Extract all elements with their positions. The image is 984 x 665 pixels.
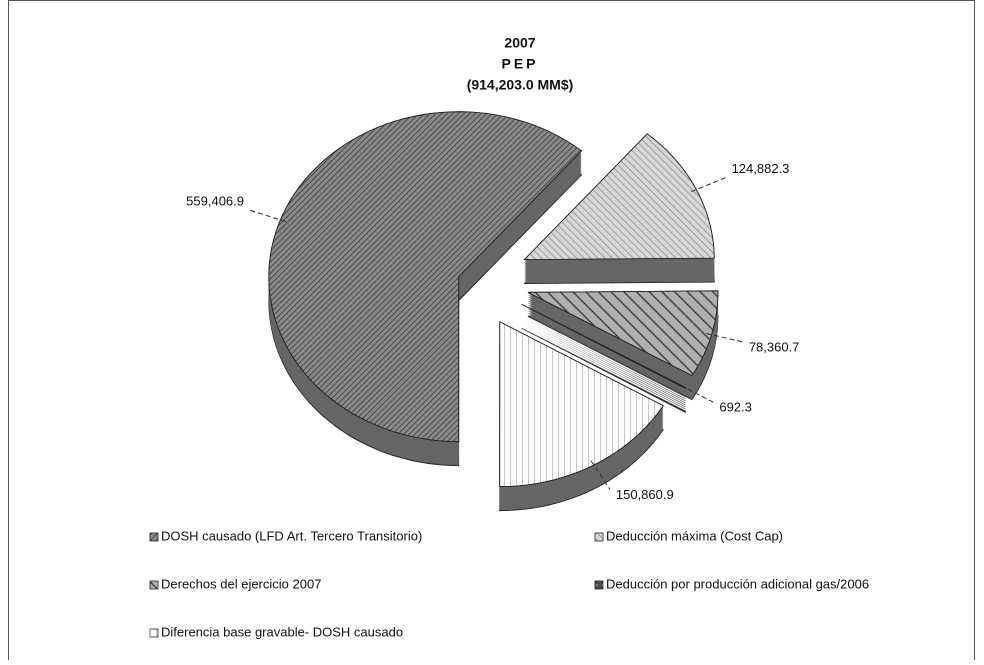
data-label: 150,860.9 [616,487,674,502]
title-line: PEP [501,56,538,72]
legend-swatch-pattern [150,533,158,541]
title-line: 2007 [504,35,535,51]
slice-side [521,313,686,398]
data-label: 559,406.9 [186,194,244,209]
slice-side [521,323,686,408]
data-label: 124,882.3 [732,161,790,176]
legend-swatch-pattern [150,581,158,589]
legend-swatch-pattern [595,581,603,589]
slice-side [521,315,686,400]
chart-border [8,0,975,665]
slice-side [521,319,686,404]
legend-label: Deducción por producción adicional gas/2… [606,576,869,591]
legend-label: Deducción máxima (Cost Cap) [606,528,783,543]
slice-pattern [527,290,719,377]
slice-side [521,309,686,394]
slice-side-pattern [521,328,686,413]
legend-label: DOSH causado (LFD Art. Tercero Transitor… [161,528,422,543]
slice-pattern [268,111,583,443]
legend-label: Diferencia base gravable- DOSH causado [161,624,403,639]
data-label: 78,360.7 [749,339,800,354]
slice-side [521,305,686,390]
title-line: (914,203.0 MM$) [467,77,574,93]
legend-label: Derechos del ejercicio 2007 [161,576,321,591]
leader-line [680,385,714,403]
slice-side [521,307,686,392]
slice-side [521,325,686,410]
legend-swatch-pattern [595,533,603,541]
data-label: 692.3 [719,400,752,415]
slice-pattern [499,321,664,488]
leader-line [590,460,611,490]
slice-side [521,327,686,412]
slice-pattern [523,133,715,261]
legend-swatch-pattern [150,629,158,637]
leader-line [690,177,726,193]
slice-side [521,311,686,396]
leader-line [249,209,286,223]
leader-line [705,332,743,343]
slice-pattern [521,303,687,389]
slice-side [521,321,686,406]
slice-side [521,317,686,402]
